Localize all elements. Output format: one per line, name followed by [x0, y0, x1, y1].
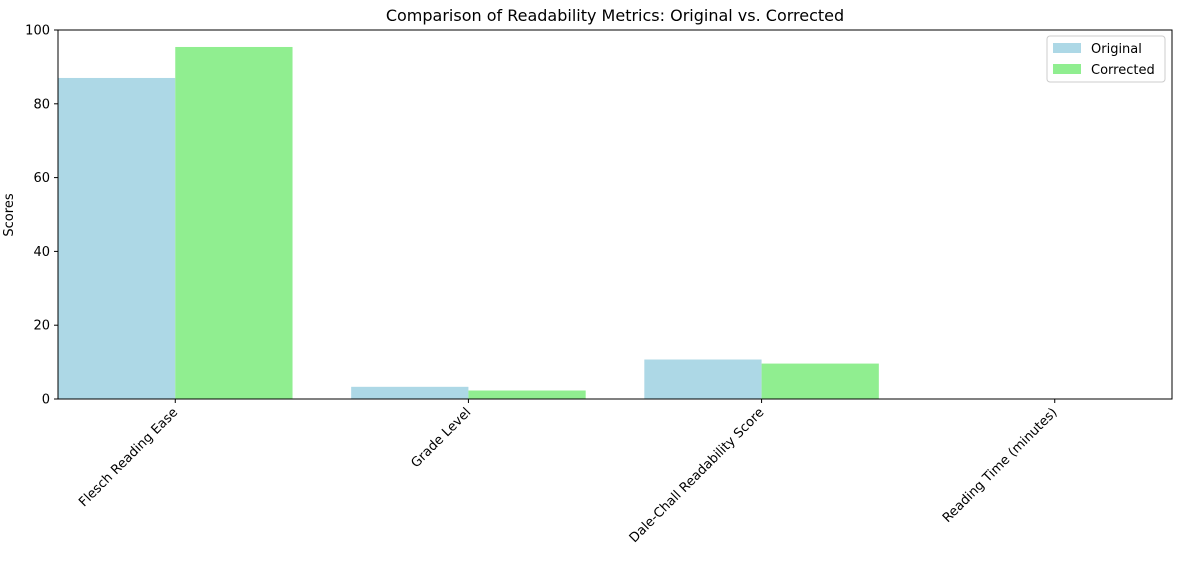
y-tick-label: 0	[42, 393, 50, 408]
legend-label-original: Original	[1091, 42, 1142, 57]
chart-title: Comparison of Readability Metrics: Origi…	[386, 6, 844, 25]
y-tick-label: 100	[25, 24, 50, 39]
legend: Original Corrected	[1047, 36, 1165, 82]
legend-label-corrected: Corrected	[1091, 63, 1155, 78]
bar-original-1	[351, 387, 468, 399]
y-tick-label: 40	[33, 245, 50, 260]
x-tick-label: Grade Level	[408, 405, 474, 471]
x-tick-label: Reading Time (minutes)	[940, 405, 1061, 526]
legend-swatch-corrected	[1053, 64, 1081, 74]
x-tick-label: Flesch Reading Ease	[76, 405, 181, 510]
bar-corrected-0	[175, 47, 292, 399]
y-axis-label: Scores	[2, 193, 17, 236]
y-tick-label: 20	[33, 319, 50, 334]
bar-corrected-2	[762, 364, 879, 399]
x-tick-label: Dale-Chall Readability Score	[627, 405, 768, 546]
bar-original-0	[58, 78, 175, 399]
y-tick-label: 80	[33, 97, 50, 112]
y-tick-label: 60	[33, 171, 50, 186]
legend-swatch-original	[1053, 43, 1081, 53]
bars-layer	[58, 47, 1172, 399]
bar-corrected-1	[468, 391, 585, 399]
bar-original-2	[644, 360, 761, 399]
